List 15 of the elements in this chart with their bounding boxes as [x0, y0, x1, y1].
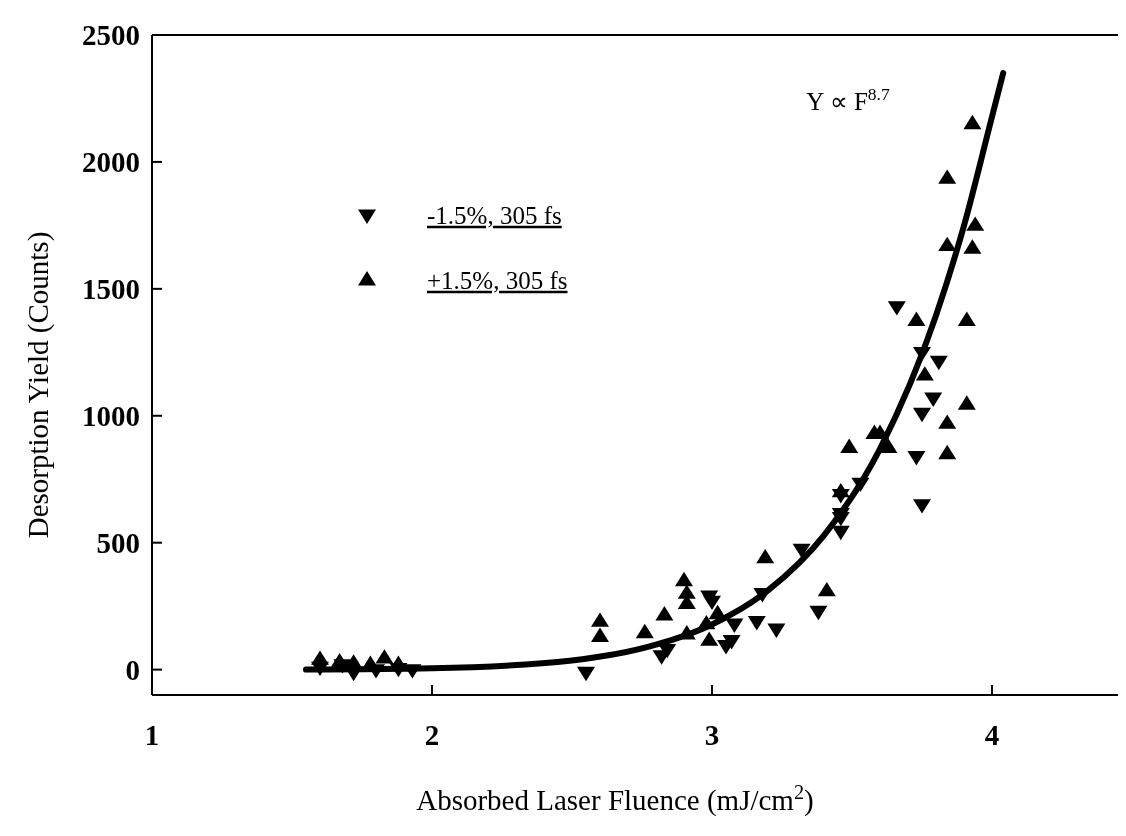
annotation: Y ∝ F$^{8.7}$: [806, 84, 890, 115]
y-tick-label: 2500: [82, 19, 140, 52]
x-tick-label: 3: [704, 719, 720, 751]
x-tick-label: 2: [424, 719, 440, 751]
y-tick-label: 2000: [82, 146, 140, 179]
y-tick-label: 1500: [82, 273, 140, 305]
x-axis-title: Absorbed Laser Fluence (mJ/cm$^{2}$): [416, 781, 814, 817]
legend-label: -1.5%, 305 fs: [427, 201, 562, 229]
y-tick-label: 0: [125, 653, 140, 686]
y-axis-title: Desorption Yield (Counts): [22, 231, 55, 539]
x-tick-label: 4: [984, 719, 1000, 751]
legend-label: +1.5%, 305 fs: [427, 266, 568, 294]
x-tick-label: 1: [144, 719, 160, 751]
y-tick-label: 1000: [82, 399, 140, 432]
y-tick-label: 500: [96, 526, 140, 559]
